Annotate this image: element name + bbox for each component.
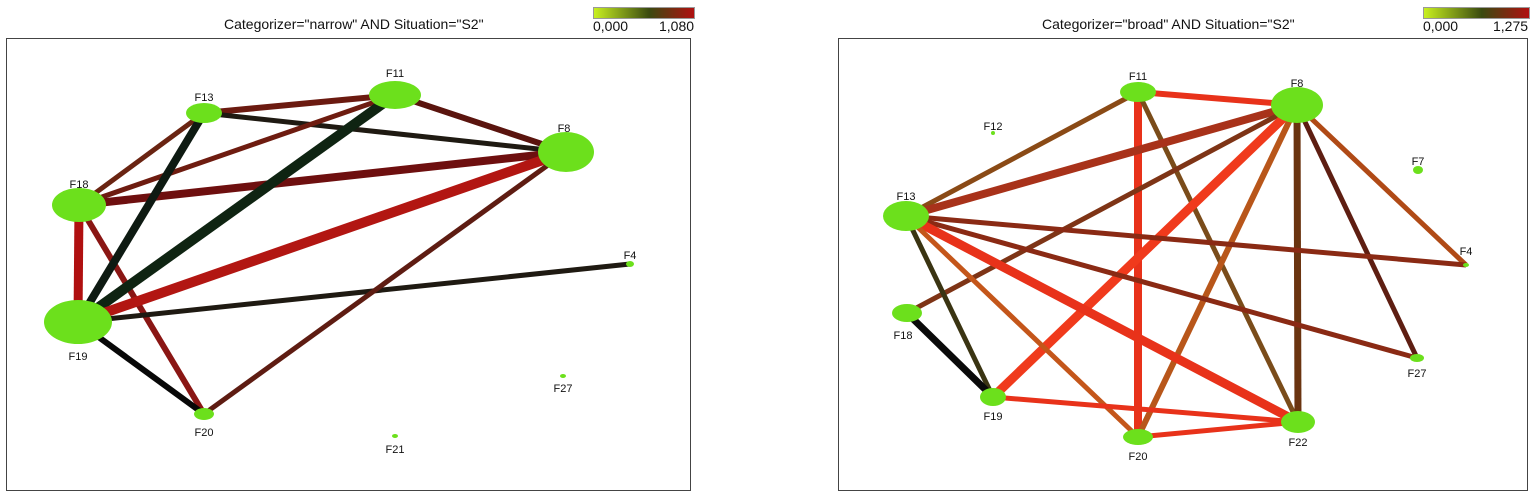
narrow-legend-min: 0,000	[593, 18, 629, 34]
node-label-f11: F11	[386, 68, 404, 80]
node-f8	[538, 132, 594, 172]
node-label-f19: F19	[69, 351, 88, 363]
broad-panel-title: Categorizer="broad" AND Situation="S2"	[1042, 16, 1295, 32]
node-f11	[369, 81, 421, 109]
edge-f8-f13	[904, 101, 1299, 220]
node-f8	[1271, 87, 1323, 123]
edge-f18-f19	[904, 310, 996, 400]
edge-f13-f8	[203, 110, 567, 155]
node-f22	[1281, 411, 1315, 433]
edge-f13-f19	[903, 214, 996, 399]
node-f20	[194, 408, 214, 420]
narrow-color-legend-bar	[593, 7, 695, 19]
edge-f19-f8	[76, 147, 568, 327]
node-label-f8: F8	[558, 123, 571, 135]
edge-f8-f4	[1295, 103, 1468, 267]
edge-f18-f13	[77, 110, 206, 208]
node-label-f19: F19	[984, 411, 1003, 423]
edge-f19-f22	[992, 394, 1299, 425]
edge-f13-f22	[903, 212, 1301, 426]
node-f19	[44, 300, 112, 344]
edge-f20-f22	[1137, 419, 1299, 440]
node-label-f4: F4	[624, 250, 637, 262]
edge-f11-f13	[904, 89, 1140, 219]
broad-color-legend-bar	[1423, 7, 1530, 19]
node-f19	[980, 388, 1006, 406]
node-label-f27: F27	[554, 383, 573, 395]
node-label-f27: F27	[1408, 368, 1427, 380]
edge-f8-f18	[905, 102, 1299, 316]
edge-f8-f27	[1294, 103, 1420, 360]
edge-f18-f11	[78, 92, 396, 208]
node-label-f20: F20	[1129, 451, 1148, 463]
node-label-f13: F13	[195, 92, 214, 104]
edge-f13-f27	[905, 213, 1418, 361]
node-label-f7: F7	[1412, 156, 1425, 168]
edge-f18-f8	[78, 148, 567, 209]
narrow-network-graph: F11 F13 F8 F18 F4 F19 F27 F20 F21	[44, 68, 636, 456]
node-label-f21: F21	[386, 444, 405, 456]
node-label-f18: F18	[894, 330, 913, 342]
node-f11	[1120, 82, 1156, 102]
edge-f11-f8	[1137, 89, 1298, 108]
node-label-f13: F13	[897, 191, 916, 203]
node-f4	[626, 261, 634, 267]
node-f12	[991, 131, 995, 135]
node-f27	[560, 374, 566, 378]
edge-f19-f4	[77, 261, 631, 325]
edge-f19-f11	[75, 90, 398, 327]
node-f13	[883, 201, 929, 231]
nodes-group: F11 F13 F8 F18 F4 F19 F27 F20 F21	[44, 68, 636, 456]
edge-f13-f4	[905, 213, 1467, 268]
node-f20	[1123, 429, 1153, 445]
edge-f18-f20	[76, 203, 207, 416]
node-f21	[392, 434, 398, 438]
node-label-f18: F18	[70, 179, 89, 191]
node-label-f20: F20	[195, 427, 214, 439]
edge-f19-f13	[74, 110, 208, 325]
node-label-f11: F11	[1129, 71, 1147, 83]
node-label-f12: F12	[984, 121, 1003, 133]
edge-f13-f11	[203, 92, 396, 116]
node-f27	[1410, 354, 1424, 362]
node-label-f4: F4	[1460, 246, 1473, 258]
node-f7	[1413, 166, 1423, 174]
node-f13	[186, 103, 222, 123]
node-f18	[892, 304, 922, 322]
node-label-f8: F8	[1291, 78, 1304, 90]
edges-group	[903, 89, 1468, 440]
edge-f8-f22	[1293, 104, 1302, 423]
broad-graph-frame	[838, 38, 1528, 491]
node-label-f22: F22	[1289, 437, 1308, 449]
edge-f8-f20	[1135, 103, 1300, 439]
broad-legend-max: 1,275	[1493, 18, 1529, 34]
narrow-legend-max: 1,080	[659, 18, 695, 34]
edge-f20-f8	[202, 149, 568, 417]
node-f18	[52, 188, 106, 222]
nodes-group: F11 F8 F12 F7 F13 F4 F18 F27 F19 F22 F20	[883, 71, 1472, 463]
edge-f13-f20	[904, 214, 1140, 439]
edge-f11-f8	[394, 92, 567, 155]
narrow-panel-title: Categorizer="narrow" AND Situation="S2"	[224, 16, 484, 32]
broad-legend-min: 0,000	[1423, 18, 1459, 34]
node-f4	[1463, 263, 1469, 267]
edge-f11-f22	[1135, 90, 1301, 424]
